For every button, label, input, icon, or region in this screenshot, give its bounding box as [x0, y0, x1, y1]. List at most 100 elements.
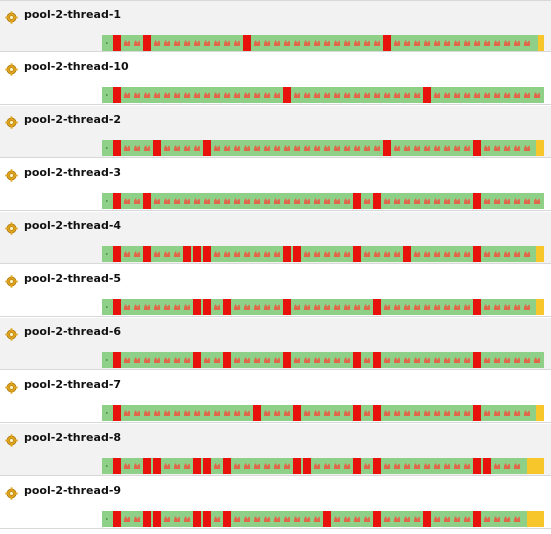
- running-segment: [102, 35, 544, 51]
- blocked-segment: [473, 299, 481, 315]
- flame-icon: [423, 410, 431, 416]
- flame-icon: [423, 304, 431, 310]
- blocked-segment: [193, 299, 201, 315]
- flame-icon: [273, 251, 281, 257]
- thread-state-timeline[interactable]: [102, 352, 544, 368]
- flame-icon: [483, 198, 491, 204]
- thread-row[interactable]: pool-2-thread-9: [0, 477, 551, 529]
- flame-icon: [123, 516, 131, 522]
- flame-icon: [493, 145, 501, 151]
- flame-icon: [243, 251, 251, 257]
- flame-icon: [233, 463, 241, 469]
- flame-icon: [493, 357, 501, 363]
- thread-state-timeline[interactable]: [102, 193, 544, 209]
- start-marker: [106, 465, 108, 467]
- flame-icon: [453, 410, 461, 416]
- flame-icon: [333, 145, 341, 151]
- flame-icon: [403, 463, 411, 469]
- flame-icon: [183, 410, 191, 416]
- flame-icon: [433, 516, 441, 522]
- blocked-segment: [223, 511, 231, 527]
- blocked-segment: [203, 140, 211, 156]
- thread-state-timeline[interactable]: [102, 511, 544, 527]
- flame-icon: [473, 40, 481, 46]
- flame-icon: [523, 40, 531, 46]
- flame-icon: [503, 410, 511, 416]
- thread-row[interactable]: pool-2-thread-7: [0, 371, 551, 423]
- flame-icon: [393, 304, 401, 310]
- flame-icon: [193, 40, 201, 46]
- flame-icon: [253, 463, 261, 469]
- flame-icon: [213, 145, 221, 151]
- flame-icon: [193, 198, 201, 204]
- flame-icon: [523, 357, 531, 363]
- start-marker: [106, 359, 108, 361]
- flame-icon: [233, 304, 241, 310]
- flame-icon: [383, 410, 391, 416]
- blocked-segment: [353, 193, 361, 209]
- flame-icon: [183, 357, 191, 363]
- thread-row[interactable]: pool-2-thread-3: [0, 159, 551, 211]
- flame-icon: [343, 198, 351, 204]
- thread-row[interactable]: pool-2-thread-4: [0, 212, 551, 264]
- blocked-segment: [183, 246, 191, 262]
- thread-row[interactable]: pool-2-thread-5: [0, 265, 551, 317]
- thread-row[interactable]: pool-2-thread-10: [0, 53, 551, 105]
- gear-icon: [5, 114, 18, 129]
- flame-icon: [303, 92, 311, 98]
- flame-icon: [433, 145, 441, 151]
- thread-state-timeline[interactable]: [102, 35, 544, 51]
- blocked-segment: [283, 299, 291, 315]
- flame-icon: [133, 92, 141, 98]
- flame-icon: [133, 304, 141, 310]
- thread-name: pool-2-thread-6: [24, 325, 122, 338]
- flame-icon: [493, 40, 501, 46]
- blocked-segment: [353, 405, 361, 421]
- flame-icon: [453, 516, 461, 522]
- flame-icon: [453, 304, 461, 310]
- flame-icon: [443, 410, 451, 416]
- flame-icon: [153, 410, 161, 416]
- thread-state-timeline[interactable]: [102, 140, 544, 156]
- flame-icon: [493, 304, 501, 310]
- flame-icon: [133, 357, 141, 363]
- flame-icon: [323, 357, 331, 363]
- blocked-segment: [353, 458, 361, 474]
- flame-icon: [393, 92, 401, 98]
- flame-icon: [283, 463, 291, 469]
- thread-row[interactable]: pool-2-thread-6: [0, 318, 551, 370]
- flame-icon: [443, 92, 451, 98]
- flame-icon: [383, 304, 391, 310]
- flame-icon: [413, 463, 421, 469]
- thread-row[interactable]: pool-2-thread-2: [0, 106, 551, 158]
- start-marker: [106, 94, 108, 96]
- thread-row[interactable]: pool-2-thread-1: [0, 0, 551, 52]
- thread-row[interactable]: pool-2-thread-8: [0, 424, 551, 476]
- waiting-segment: [536, 246, 544, 262]
- flame-icon: [493, 410, 501, 416]
- flame-icon: [403, 145, 411, 151]
- flame-icon: [173, 357, 181, 363]
- flame-icon: [133, 40, 141, 46]
- thread-state-timeline[interactable]: [102, 87, 544, 103]
- flame-icon: [343, 304, 351, 310]
- thread-state-timeline[interactable]: [102, 405, 544, 421]
- flame-icon: [153, 198, 161, 204]
- thread-name: pool-2-thread-1: [24, 8, 122, 21]
- flame-icon: [343, 410, 351, 416]
- flame-icon: [243, 357, 251, 363]
- flame-icon: [123, 463, 131, 469]
- thread-state-timeline[interactable]: [102, 246, 544, 262]
- blocked-segment: [113, 140, 121, 156]
- blocked-segment: [473, 246, 481, 262]
- waiting-segment: [527, 511, 544, 527]
- flame-icon: [183, 304, 191, 310]
- flame-icon: [393, 40, 401, 46]
- thread-state-timeline[interactable]: [102, 458, 544, 474]
- blocked-segment: [373, 352, 381, 368]
- flame-icon: [513, 516, 521, 522]
- flame-icon: [233, 40, 241, 46]
- running-segment: [102, 352, 544, 368]
- blocked-segment: [473, 193, 481, 209]
- thread-state-timeline[interactable]: [102, 299, 544, 315]
